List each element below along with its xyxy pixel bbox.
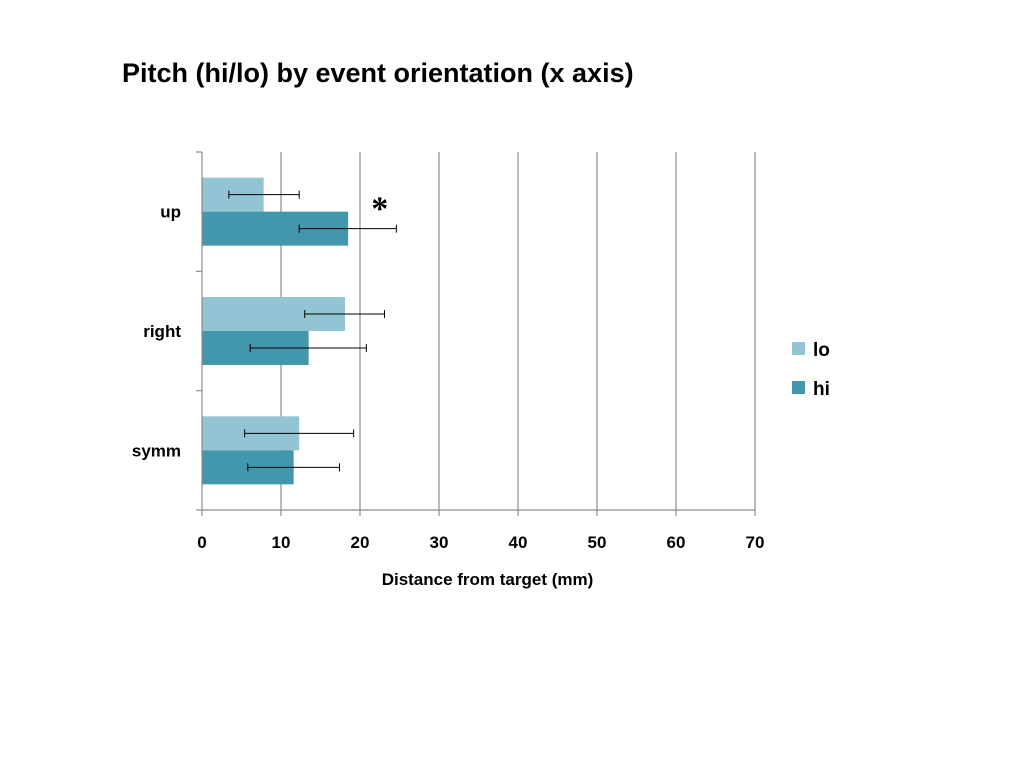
axes [196,151,756,516]
y-tick-label: up [160,203,181,222]
x-axis-label: Distance from target (mm) [382,570,594,589]
x-tick-label: 70 [746,533,765,552]
y-tick-label: symm [132,441,181,460]
legend: lo hi [792,340,830,400]
y-tick-label: right [143,322,181,341]
x-tick-label: 30 [430,533,449,552]
chart-title: Pitch (hi/lo) by event orientation (x ax… [122,58,634,88]
legend-swatch [792,342,805,355]
gridlines [280,152,756,510]
x-tick-label: 50 [588,533,607,552]
x-tick-label: 60 [667,533,686,552]
x-tick-label: 20 [351,533,370,552]
legend-label: lo [813,340,830,361]
significance-asterisk: * [371,191,388,228]
legend-label: hi [813,379,830,400]
tick-labels: up right symm 0 10 20 30 40 50 60 70 Distance from … [132,203,765,589]
x-tick-label: 40 [509,533,528,552]
annotations: * [371,191,388,228]
error-bars [228,190,397,472]
x-tick-label: 10 [272,533,291,552]
legend-swatch [792,381,805,394]
bars [202,177,349,485]
x-tick-label: 0 [197,533,206,552]
